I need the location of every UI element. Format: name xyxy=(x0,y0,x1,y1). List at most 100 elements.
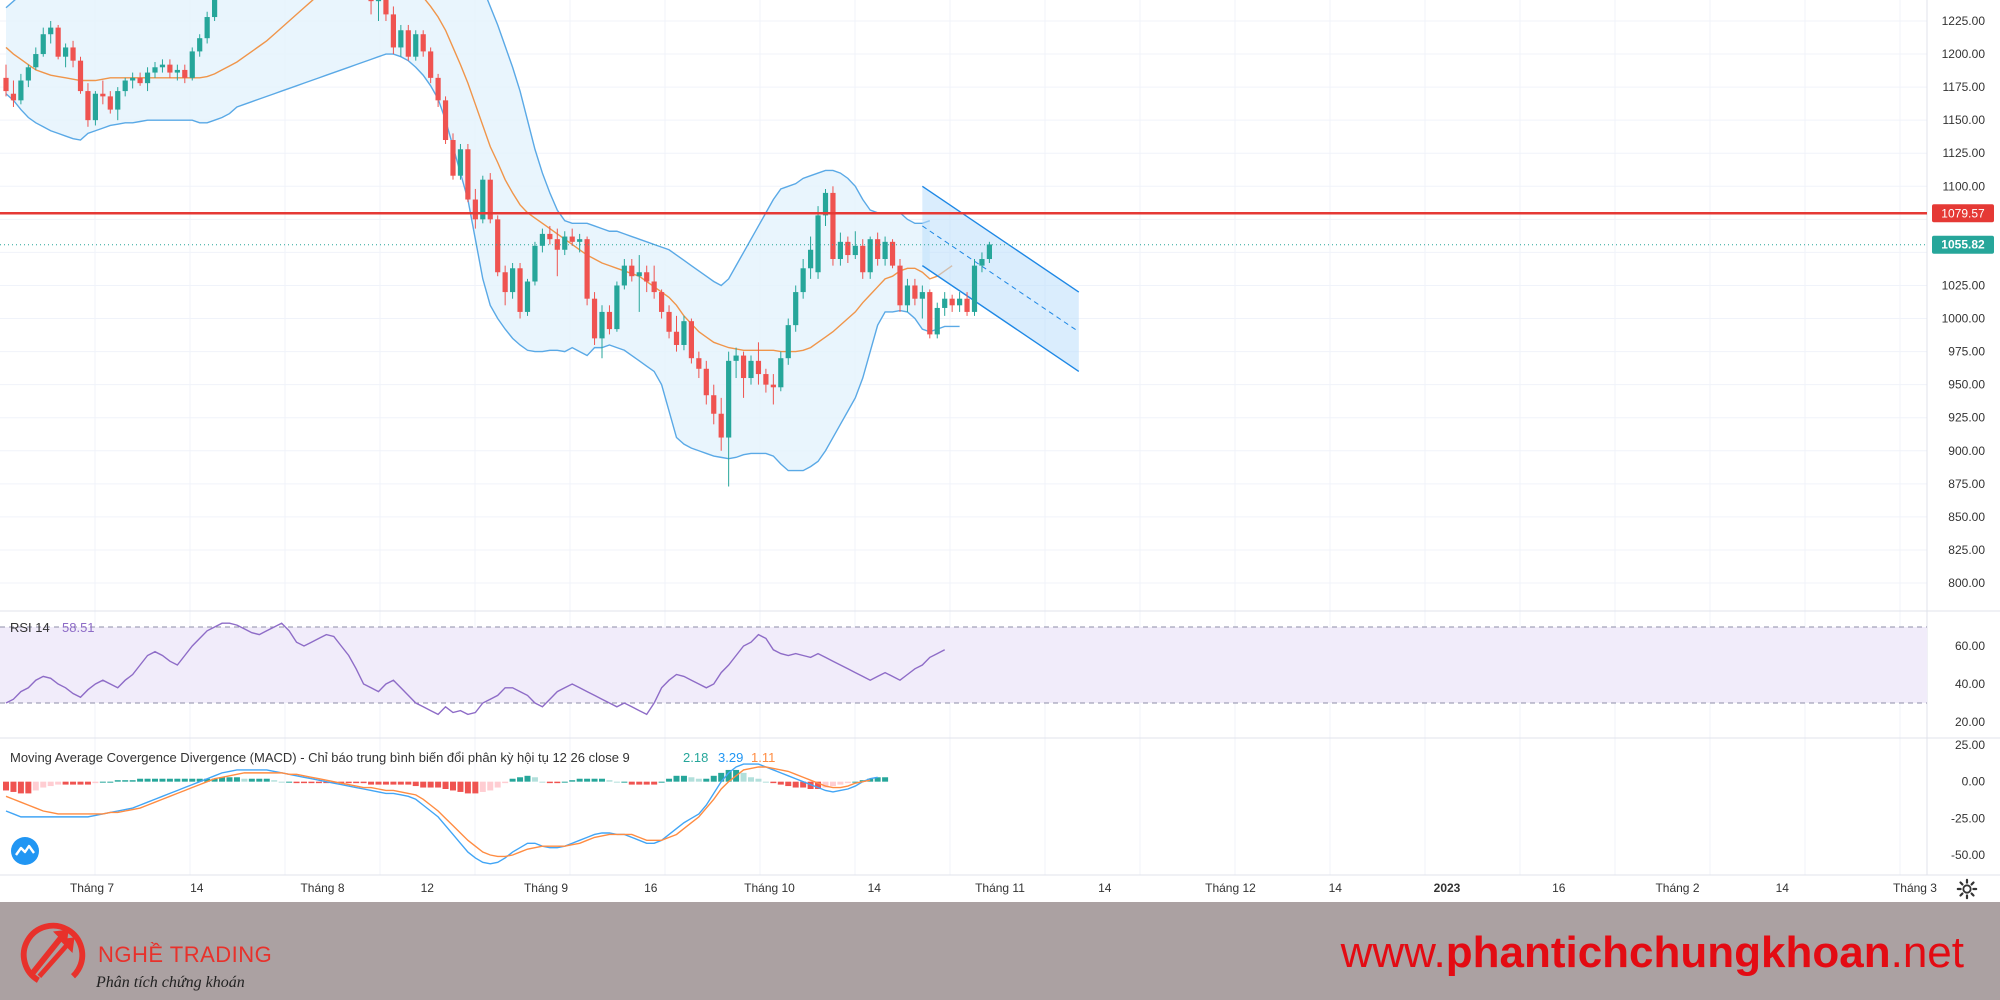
macd-hist-bar xyxy=(673,775,680,782)
macd-hist-bar xyxy=(524,775,531,782)
time-tick-label: Tháng 8 xyxy=(300,881,344,895)
price-tick-label: 900.00 xyxy=(1948,444,1985,458)
macd-hist-bar xyxy=(882,777,889,782)
candle-body xyxy=(159,64,166,68)
macd-hist-bar xyxy=(241,778,248,782)
candle-body xyxy=(927,292,933,335)
macd-hist-bar xyxy=(844,781,851,784)
candle-body xyxy=(591,298,598,339)
candle-body xyxy=(636,272,642,277)
candle-body xyxy=(107,96,113,110)
brand-name: NGHỀ TRADING xyxy=(98,942,273,967)
candle-body xyxy=(584,239,590,299)
candle-body xyxy=(889,241,896,266)
candle-body xyxy=(770,384,776,388)
macd-hist-bar xyxy=(576,778,583,782)
time-tick-label: Tháng 3 xyxy=(1893,881,1937,895)
candle-body xyxy=(413,34,419,57)
channel-upper-line xyxy=(921,185,1080,293)
candle-body xyxy=(428,51,434,78)
candle-body xyxy=(137,77,143,84)
macd-hist-bar xyxy=(47,781,54,787)
bollinger-upper-line xyxy=(5,0,931,287)
macd-hist-bar xyxy=(84,781,91,785)
candle-body xyxy=(144,72,151,84)
tradingview-logo-icon[interactable] xyxy=(10,836,40,866)
macd-hist-bar xyxy=(99,781,106,783)
macd-hist-bar xyxy=(166,778,173,782)
macd-hist-bar xyxy=(829,781,836,787)
time-tick-label: 14 xyxy=(1098,881,1112,895)
candle-body xyxy=(778,358,784,388)
macd-hist-bar xyxy=(323,781,330,784)
macd-hist-bar xyxy=(368,781,375,785)
macd-hist-bar xyxy=(777,781,784,785)
candle-body xyxy=(63,47,69,57)
rsi-tick-label: 20.00 xyxy=(1955,715,1985,729)
price-tick-label: 1175.00 xyxy=(1943,80,1986,94)
time-tick-label: 14 xyxy=(868,881,882,895)
candle-body xyxy=(450,140,456,176)
grid-lines xyxy=(0,0,1927,875)
arrow-logo-icon xyxy=(20,922,86,988)
candle-body xyxy=(174,69,180,73)
candle-body xyxy=(957,298,963,306)
macd-hist-bar xyxy=(695,778,702,782)
candle-body xyxy=(614,285,620,330)
candle-body xyxy=(837,241,843,260)
candle-body xyxy=(606,311,613,330)
macd-hist-bar xyxy=(494,781,501,788)
price-tick-label: 1025.00 xyxy=(1942,278,1986,292)
price-tick-label: 925.00 xyxy=(1948,411,1985,425)
candle-body xyxy=(472,199,478,220)
chart-canvas[interactable]: 1225.001200.001175.001150.001125.001100.… xyxy=(0,0,2000,902)
macd-hist-bar xyxy=(360,781,367,784)
macd-signal-line xyxy=(5,766,871,858)
price-tick-label: 1200.00 xyxy=(1942,47,1986,61)
time-tick-label: Tháng 11 xyxy=(975,881,1025,895)
macd-hist-bar xyxy=(680,775,687,782)
macd-line xyxy=(5,763,878,865)
candle-body xyxy=(882,241,888,260)
candle-body xyxy=(919,292,925,299)
macd-hist-bar xyxy=(219,777,226,782)
gear-icon[interactable] xyxy=(1956,878,1978,900)
candle-body xyxy=(711,395,717,414)
macd-hist-bar xyxy=(584,778,591,782)
macd-hist-bar xyxy=(740,772,747,782)
candle-body xyxy=(912,285,918,299)
candle-body xyxy=(599,311,605,339)
price-tick-label: 1100.00 xyxy=(1943,179,1986,193)
macd-hist-bar xyxy=(293,781,300,784)
candle-body xyxy=(666,311,672,332)
macd-value: 2.18 xyxy=(683,750,708,765)
site-name: phantichchungkhoan xyxy=(1445,928,1891,977)
macd-hist-bar xyxy=(569,780,576,782)
last-price-text: 1055.82 xyxy=(1941,238,1985,252)
time-tick-label: 14 xyxy=(1329,881,1343,895)
macd-tick-label: 25.00 xyxy=(1955,738,1985,752)
macd-hist-bar xyxy=(308,781,315,784)
candle-body xyxy=(562,236,568,250)
candle-body xyxy=(763,374,769,385)
candle-body xyxy=(532,245,538,282)
candle-body xyxy=(971,265,978,312)
candle-body xyxy=(517,268,523,312)
macd-hist-bar xyxy=(32,781,39,791)
time-tick-label: 14 xyxy=(190,881,204,895)
macd-hist-bar xyxy=(688,777,695,782)
macd-hist-bar xyxy=(144,778,151,782)
candle-body xyxy=(115,91,121,110)
candle-body xyxy=(375,0,382,2)
candle-body xyxy=(442,100,449,141)
macd-hist-bar xyxy=(315,781,322,784)
candle-body xyxy=(808,249,814,269)
macd-hist-bar xyxy=(703,778,710,782)
website-url[interactable]: www.phantichchungkhoan.net xyxy=(1341,928,1964,978)
macd-hist-bar xyxy=(546,781,553,784)
candle-body xyxy=(383,0,389,15)
macd-hist-bar xyxy=(286,781,293,783)
macd-hist-bar xyxy=(606,780,613,782)
macd-hist-bar xyxy=(159,778,166,782)
macd-hist-bar xyxy=(725,769,732,782)
